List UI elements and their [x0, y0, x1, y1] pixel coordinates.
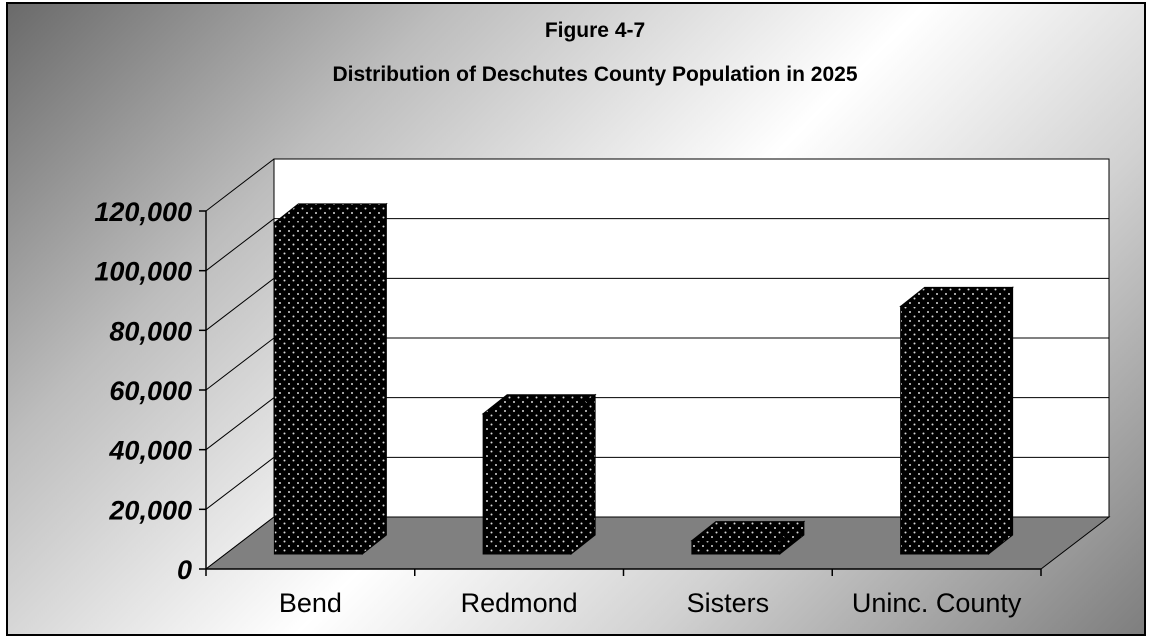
- bar-side: [988, 286, 1014, 556]
- bar-side: [361, 202, 387, 556]
- x-tick-label: Sisters: [687, 588, 770, 618]
- y-tick-label: 40,000: [108, 436, 192, 466]
- side-gridline: [205, 158, 275, 212]
- bar-front: [900, 305, 990, 555]
- x-tick-labels: Bend Redmond Sisters Uninc. County: [279, 588, 1022, 618]
- y-tick-label: 60,000: [109, 376, 192, 406]
- bar-side: [570, 393, 596, 556]
- axes: [199, 210, 1042, 576]
- y-tick-labels: 0 20,000 40,000 60,000 80,000 100,000 120,000: [94, 197, 192, 585]
- bar-front: [482, 413, 572, 555]
- y-tick-label: 20,000: [108, 495, 192, 525]
- chart-frame: 0 20,000 40,000 60,000 80,000 100,000 120,000 …: [6, 2, 1146, 636]
- side-gridline: [205, 277, 275, 331]
- side-gridline: [205, 456, 275, 510]
- side-gridline: [205, 337, 275, 391]
- y-tick-label: 100,000: [94, 257, 192, 287]
- y-tick-label: 120,000: [94, 197, 192, 227]
- side-gridline: [205, 218, 275, 272]
- chart-svg: 020,00040,00060,00080,000100,000120,000 …: [94, 19, 1111, 618]
- side-gridline: [205, 397, 275, 451]
- x-tick-label: Redmond: [461, 588, 578, 618]
- chart-subtitle: Distribution of Deschutes County Populat…: [332, 63, 857, 86]
- x-tick-label: Uninc. County: [852, 588, 1022, 618]
- bar-side: [779, 520, 805, 556]
- x-tick-label: Bend: [279, 588, 342, 618]
- y-tick-label: 0: [177, 555, 192, 585]
- bar-front: [691, 540, 781, 555]
- bars: [272, 202, 1015, 556]
- y-tick-label: 80,000: [109, 316, 192, 346]
- chart-title: Figure 4-7: [545, 19, 645, 42]
- bar-front: [273, 222, 363, 555]
